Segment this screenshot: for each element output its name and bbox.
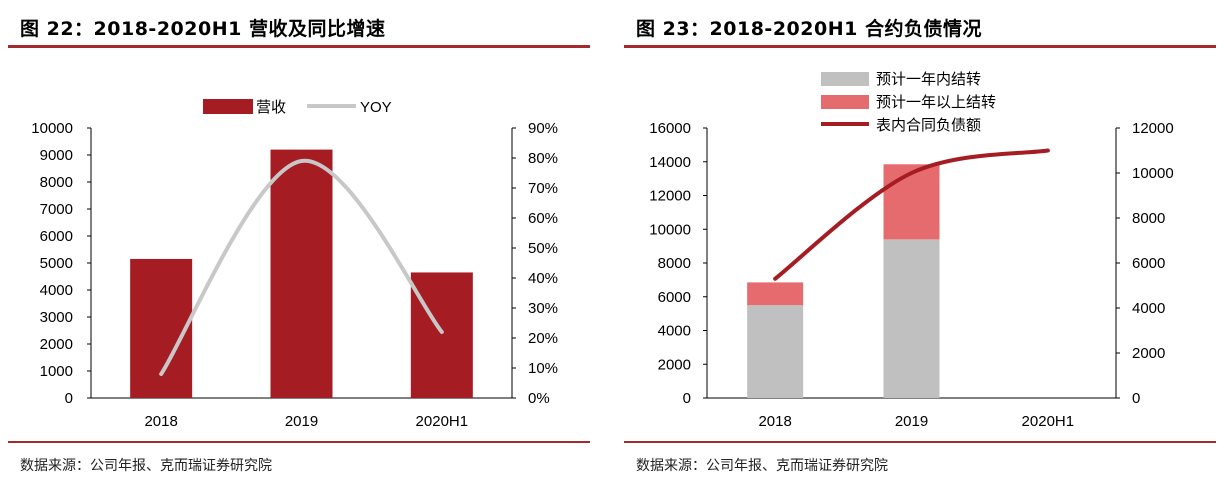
legend-label-within-one-year: 预计一年内结转 (876, 71, 981, 88)
y-tick-label: 10000 (31, 120, 73, 137)
bar-revenue (130, 258, 193, 398)
contract-liabilities-chart: 0 2000 4000 6000 8000 10000 12000 14000 16000 0 20… (649, 71, 1174, 430)
y-tick-label: 8000 (40, 174, 73, 191)
y2-tick-label: 4000 (1132, 300, 1165, 317)
legend-swatch-beyond-one-year (821, 95, 869, 109)
chart-panel-contract-liabilities: 图 23：2018-2020H1 合约负债情况 0 2000 4000 6000 800… (616, 0, 1226, 485)
y-tick-label: 9000 (40, 147, 73, 164)
y-tick-label: 8000 (658, 255, 691, 272)
y-tick-label: 4000 (40, 282, 73, 299)
bar-beyond-one-year (883, 164, 940, 240)
y2-tick-label: 8000 (1132, 210, 1165, 227)
y2-tick-label: 30% (528, 300, 558, 317)
x-tick-label: 2018 (144, 413, 177, 430)
y2-tick-label: 6000 (1132, 255, 1165, 272)
bar-within-one-year (883, 239, 940, 398)
legend-swatch-revenue (203, 99, 253, 114)
source-note: 数据来源：公司年报、克而瑞证券研究院 (636, 458, 888, 474)
y-tick-label: 14000 (649, 154, 691, 171)
legend-swatch-within-one-year (821, 72, 869, 86)
y-tick-label: 3000 (40, 309, 73, 326)
source-rule (624, 441, 1216, 443)
y-tick-label: 10000 (649, 221, 691, 238)
y2-tick-label: 80% (528, 150, 558, 167)
y-tick-label: 5000 (40, 255, 73, 272)
y2-tick-label: 90% (528, 120, 558, 137)
y2-tick-label: 70% (528, 180, 558, 197)
y-tick-label: 6000 (40, 228, 73, 245)
source-note: 数据来源：公司年报、克而瑞证券研究院 (20, 458, 272, 474)
y2-tick-label: 20% (528, 330, 558, 347)
y2-tick-label: 2000 (1132, 345, 1165, 362)
legend-label-contract-liabilities: 表内合同负债额 (876, 117, 981, 134)
y2-tick-label: 50% (528, 240, 558, 257)
chart-title: 图 22：2018-2020H1 营收及同比增速 (20, 18, 386, 40)
y-tick-label: 0 (65, 390, 73, 407)
bar-revenue (270, 149, 333, 398)
y-tick-label: 1000 (40, 363, 73, 380)
y-tick-label: 12000 (649, 188, 691, 205)
x-tick-label: 2020H1 (1022, 413, 1075, 430)
x-tick-label: 2018 (758, 413, 791, 430)
chart-title: 图 23：2018-2020H1 合约负债情况 (636, 18, 982, 40)
y-tick-label: 2000 (658, 356, 691, 373)
y-tick-label: 2000 (40, 336, 73, 353)
legend-label-yoy: YOY (360, 99, 392, 116)
y2-tick-label: 10% (528, 360, 558, 377)
title-rule (8, 45, 590, 48)
y2-tick-label: 0% (528, 390, 550, 407)
legend-label-beyond-one-year: 预计一年以上结转 (876, 94, 996, 111)
bar-revenue (410, 272, 473, 398)
y2-tick-label: 10000 (1132, 165, 1174, 182)
x-tick-label: 2019 (895, 413, 928, 430)
source-rule (8, 441, 590, 443)
x-tick-label: 2020H1 (416, 413, 469, 430)
y2-tick-label: 40% (528, 270, 558, 287)
line-contract-liabilities (773, 148, 1050, 281)
y2-tick-label: 0 (1132, 390, 1140, 407)
chart-panel-revenue: 图 22：2018-2020H1 营收及同比增速 0 1000 2000 3000 40… (0, 0, 600, 485)
bar-within-one-year (747, 305, 804, 398)
y-tick-label: 0 (683, 390, 691, 407)
y2-tick-label: 12000 (1132, 120, 1174, 137)
y-tick-label: 7000 (40, 201, 73, 218)
y2-tick-label: 60% (528, 210, 558, 227)
bar-beyond-one-year (747, 282, 804, 306)
title-rule (624, 45, 1216, 48)
y-tick-label: 4000 (658, 323, 691, 340)
y-tick-label: 6000 (658, 289, 691, 306)
x-tick-label: 2019 (285, 413, 318, 430)
line-yoy (159, 158, 444, 376)
legend-label-revenue: 营收 (256, 99, 286, 116)
revenue-chart: 0 1000 2000 3000 4000 5000 6000 7000 8000 9000 100… (31, 99, 558, 430)
y-tick-label: 16000 (649, 120, 691, 137)
